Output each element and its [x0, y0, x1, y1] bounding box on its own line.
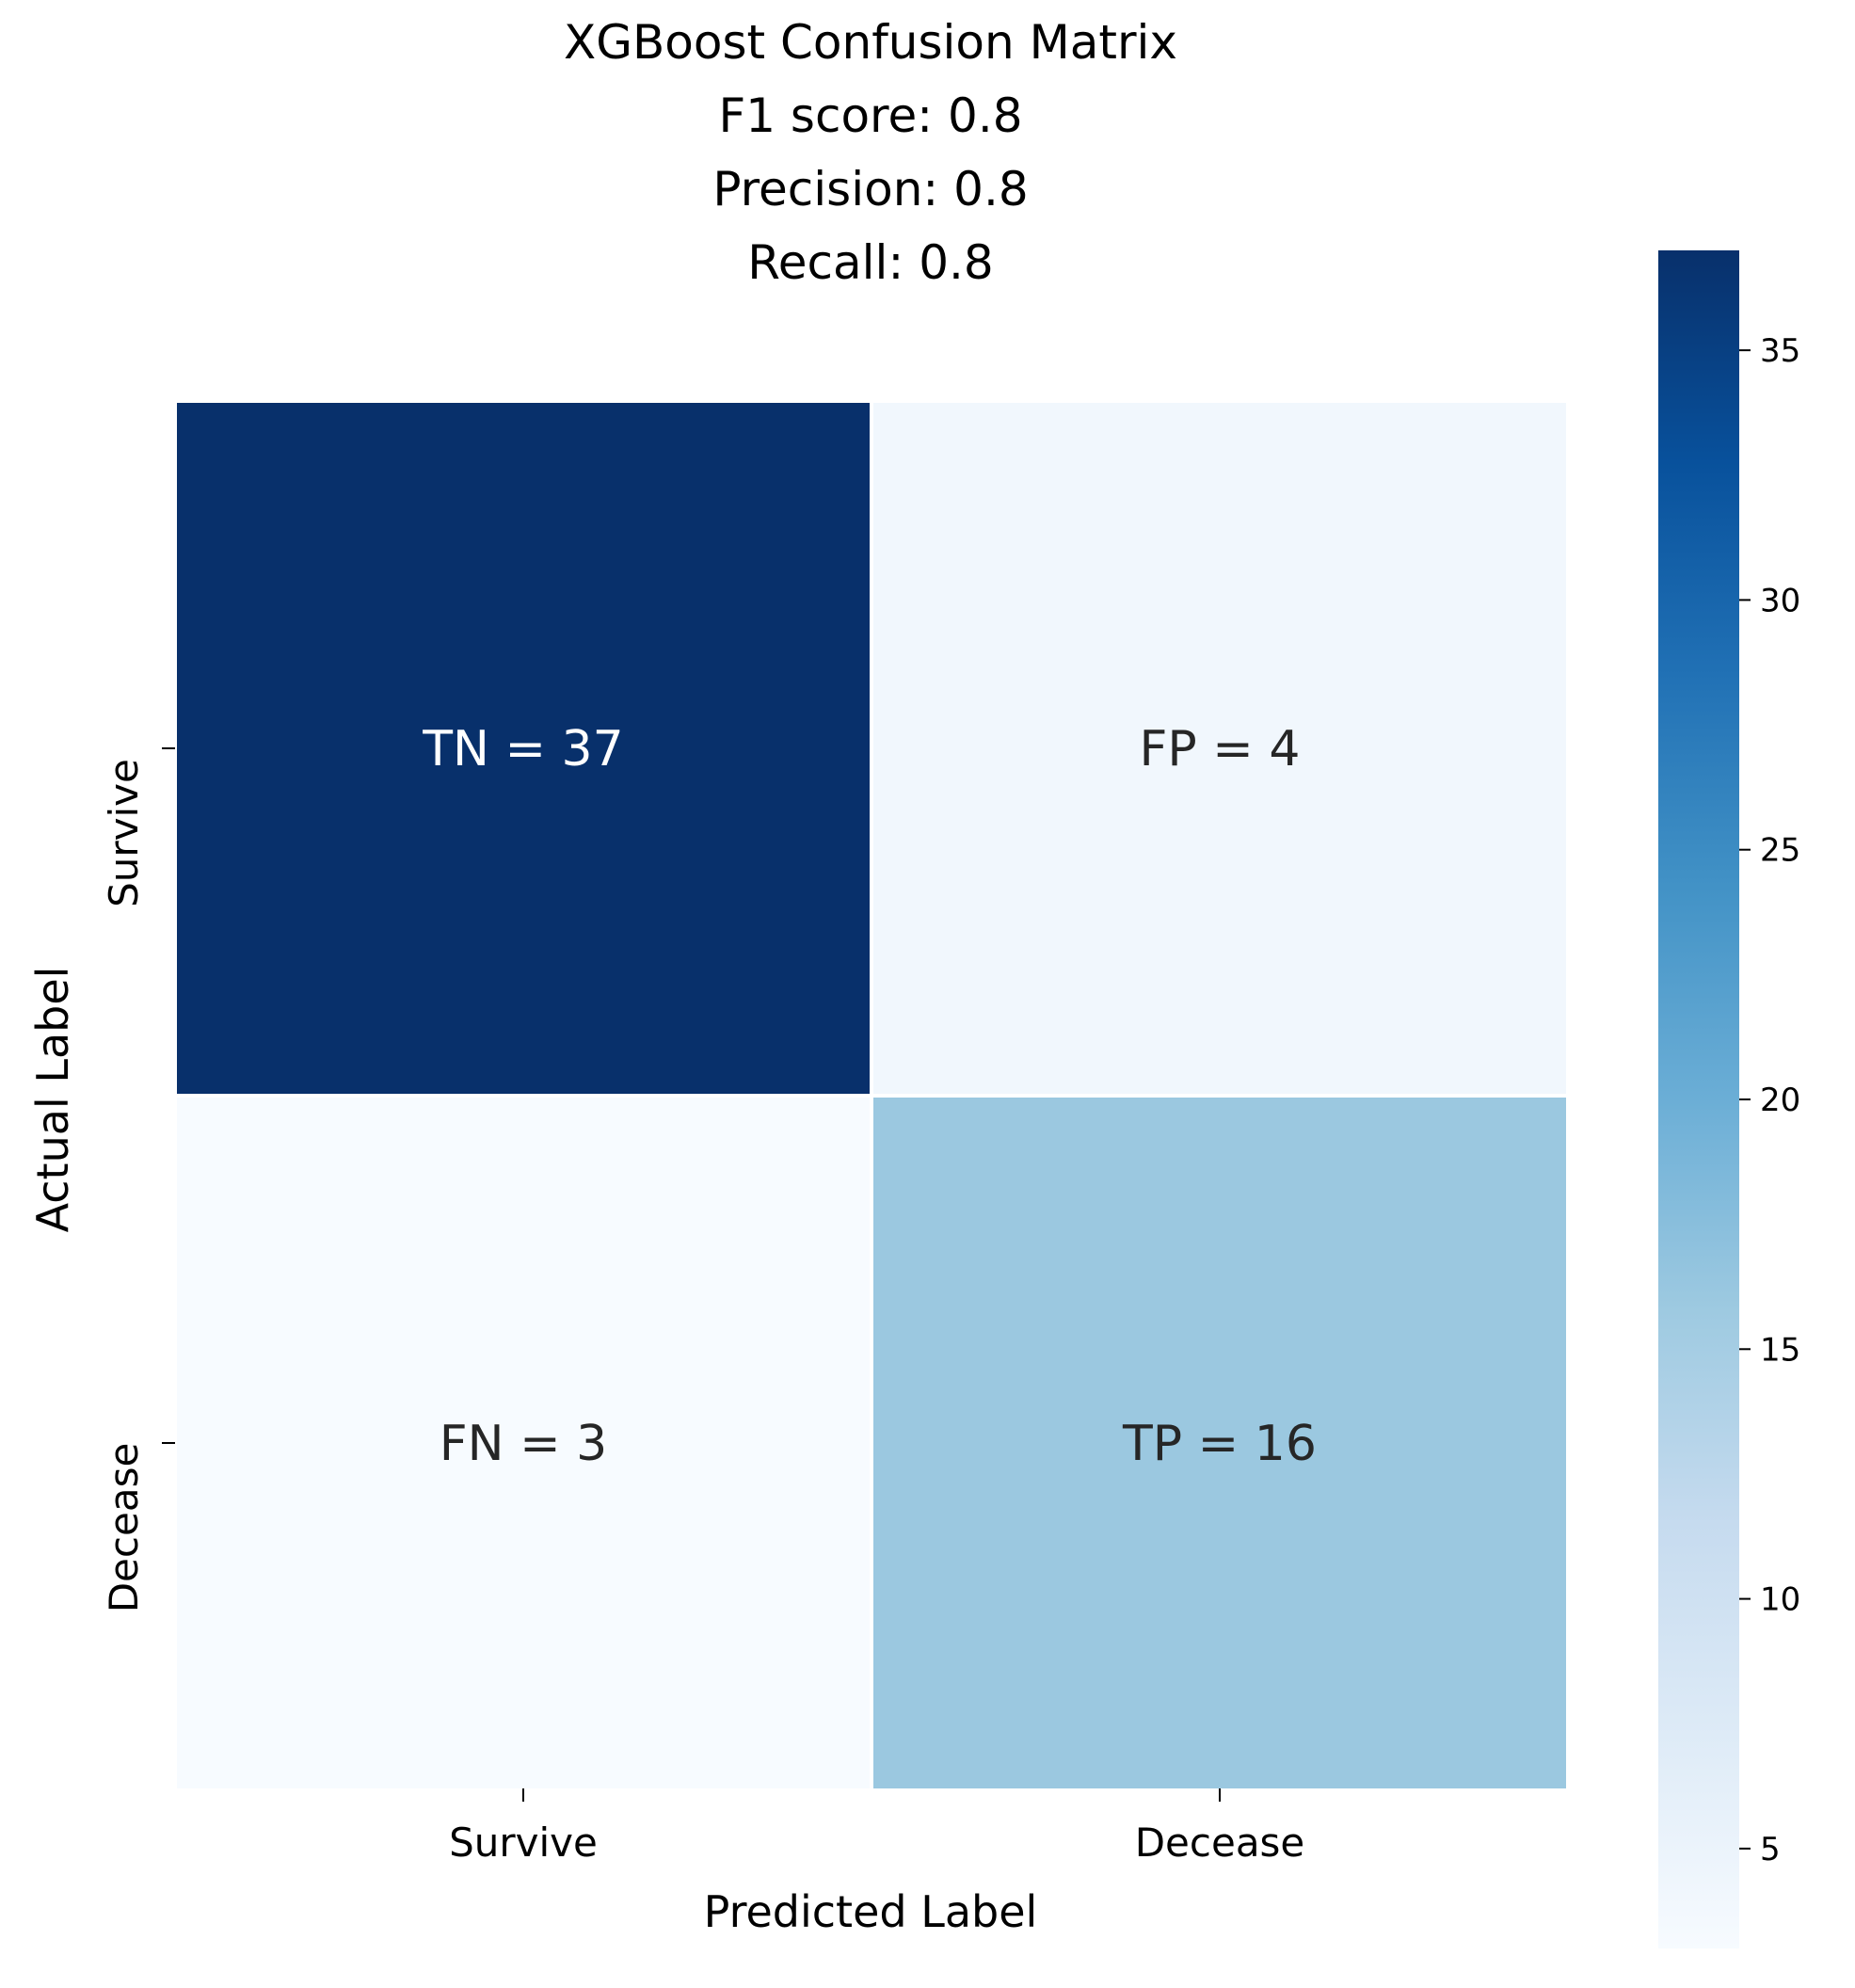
y-axis-label: Actual Label: [27, 967, 78, 1233]
colorbar-tick-label-2: 15: [1760, 1331, 1800, 1369]
x-tick-label-1: Decease: [1135, 1820, 1305, 1866]
chart-title-line-1: XGBoost Confusion Matrix: [564, 15, 1177, 70]
heatmap-cell-r1-c0: [177, 1098, 870, 1788]
chart-title-line-4: Recall: 0.8: [747, 235, 993, 290]
heatmap-cells: TN = 37 FP = 4 FN = 3 TP = 16: [177, 403, 1566, 1788]
cell-label-r1-c1: TP = 16: [1122, 1416, 1317, 1472]
colorbar-tick-label-3: 20: [1760, 1082, 1800, 1119]
heatmap-axes: Survive Decease Survive Decease: [101, 747, 1305, 1866]
colorbar-tick-label-0: 5: [1760, 1831, 1781, 1868]
colorbar-tick-label-5: 30: [1760, 582, 1800, 619]
cell-label-r0-c0: TN = 37: [422, 721, 623, 778]
x-axis-label: Predicted Label: [704, 1886, 1038, 1937]
heatmap-cell-r0-c0: [177, 403, 870, 1094]
y-tick-label-0: Survive: [101, 759, 147, 907]
heatmap-cell-r1-c1: [873, 1098, 1566, 1788]
cell-label-r1-c0: FN = 3: [440, 1416, 608, 1472]
chart-title-line-2: F1 score: 0.8: [718, 88, 1022, 143]
x-tick-label-0: Survive: [449, 1820, 598, 1866]
colorbar: [1658, 250, 1739, 1948]
colorbar-tick-label-4: 25: [1760, 832, 1800, 870]
y-tick-label-1: Decease: [101, 1443, 147, 1613]
colorbar-tick-label-1: 10: [1760, 1581, 1800, 1619]
chart-title-line-3: Precision: 0.8: [712, 162, 1028, 216]
heatmap-cell-r0-c1: [873, 403, 1566, 1094]
cell-label-r0-c1: FP = 4: [1140, 721, 1301, 778]
colorbar-ticks: 5 10 15 20 25 30 35: [1739, 332, 1800, 1868]
colorbar-tick-label-6: 35: [1760, 332, 1800, 370]
